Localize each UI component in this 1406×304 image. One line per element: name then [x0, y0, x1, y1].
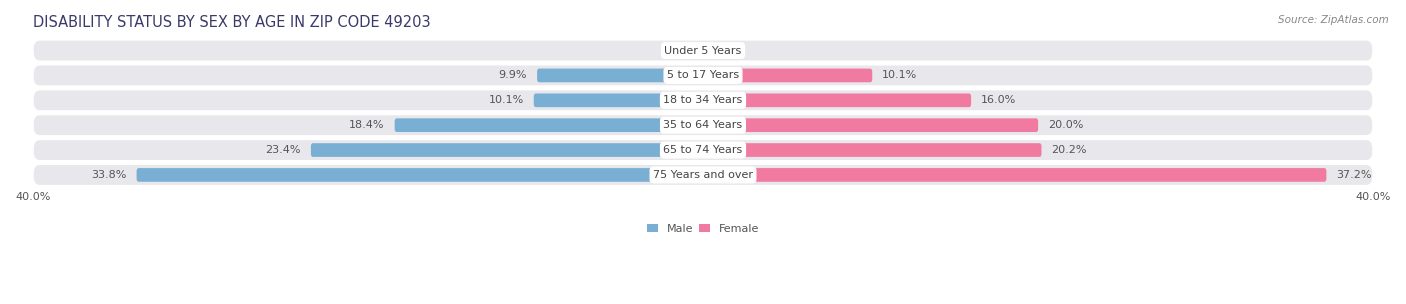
Text: 18 to 34 Years: 18 to 34 Years — [664, 95, 742, 105]
FancyBboxPatch shape — [32, 164, 1374, 186]
FancyBboxPatch shape — [703, 118, 1038, 132]
FancyBboxPatch shape — [703, 143, 1042, 157]
Text: 0.0%: 0.0% — [713, 46, 741, 56]
Text: 10.1%: 10.1% — [488, 95, 523, 105]
FancyBboxPatch shape — [32, 89, 1374, 111]
Text: 20.2%: 20.2% — [1052, 145, 1087, 155]
Text: 35 to 64 Years: 35 to 64 Years — [664, 120, 742, 130]
Text: 0.0%: 0.0% — [665, 46, 693, 56]
Text: Source: ZipAtlas.com: Source: ZipAtlas.com — [1278, 15, 1389, 25]
Text: 33.8%: 33.8% — [91, 170, 127, 180]
Text: 16.0%: 16.0% — [981, 95, 1017, 105]
Text: 37.2%: 37.2% — [1337, 170, 1372, 180]
Text: 9.9%: 9.9% — [499, 71, 527, 81]
Legend: Male, Female: Male, Female — [643, 219, 763, 239]
Text: DISABILITY STATUS BY SEX BY AGE IN ZIP CODE 49203: DISABILITY STATUS BY SEX BY AGE IN ZIP C… — [32, 15, 430, 30]
Text: 65 to 74 Years: 65 to 74 Years — [664, 145, 742, 155]
Text: 5 to 17 Years: 5 to 17 Years — [666, 71, 740, 81]
FancyBboxPatch shape — [395, 118, 703, 132]
Text: 23.4%: 23.4% — [266, 145, 301, 155]
FancyBboxPatch shape — [32, 64, 1374, 86]
FancyBboxPatch shape — [537, 69, 703, 82]
FancyBboxPatch shape — [311, 143, 703, 157]
FancyBboxPatch shape — [534, 93, 703, 107]
Text: 18.4%: 18.4% — [349, 120, 385, 130]
Text: 20.0%: 20.0% — [1049, 120, 1084, 130]
FancyBboxPatch shape — [32, 40, 1374, 61]
FancyBboxPatch shape — [703, 69, 872, 82]
FancyBboxPatch shape — [32, 114, 1374, 136]
FancyBboxPatch shape — [32, 139, 1374, 161]
FancyBboxPatch shape — [703, 93, 972, 107]
Text: Under 5 Years: Under 5 Years — [665, 46, 741, 56]
FancyBboxPatch shape — [136, 168, 703, 182]
Text: 10.1%: 10.1% — [883, 71, 918, 81]
Text: 75 Years and over: 75 Years and over — [652, 170, 754, 180]
FancyBboxPatch shape — [703, 168, 1326, 182]
